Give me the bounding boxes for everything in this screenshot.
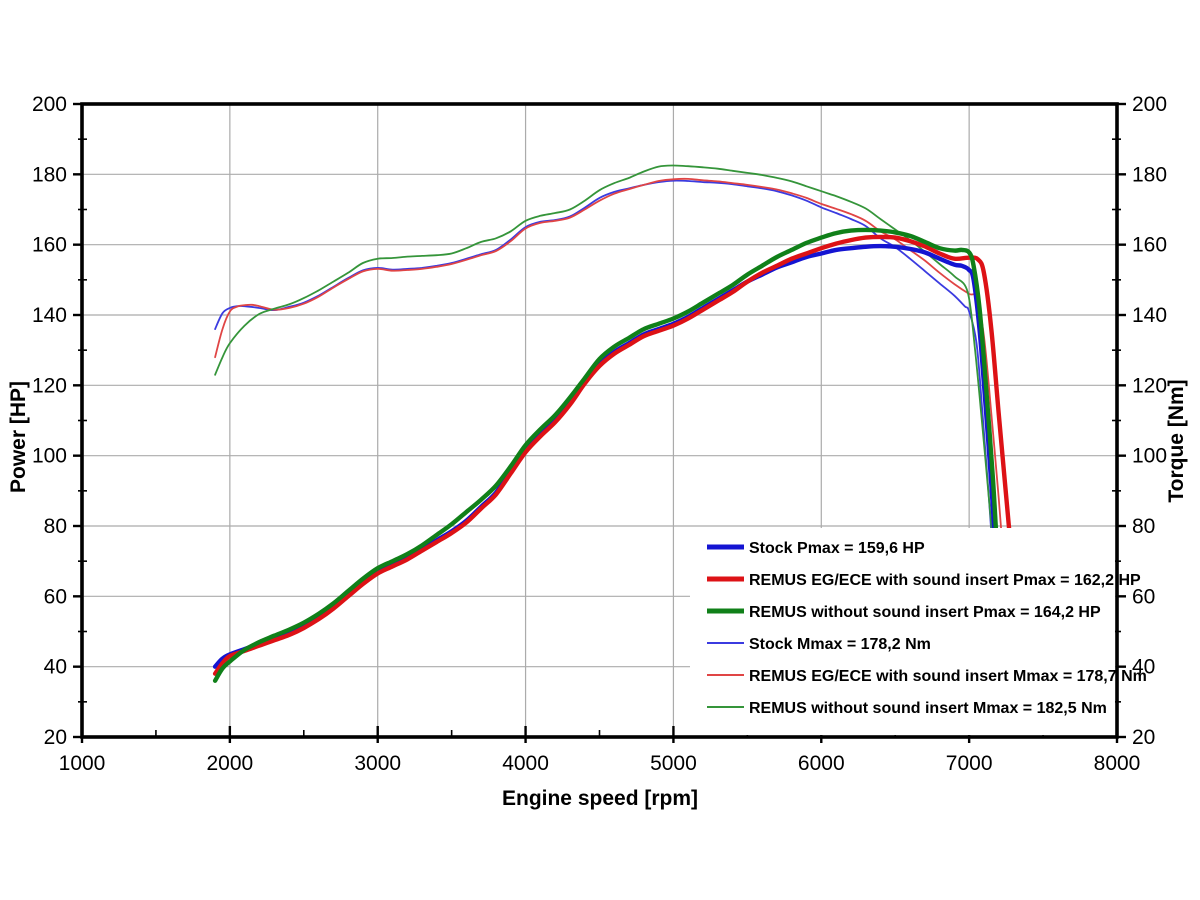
torque-tick-label: 20 [1132,726,1155,749]
legend-item: REMUS without sound insert Mmax = 182,5 … [707,700,1107,717]
power-tick-label: 180 [32,163,67,186]
curve-power-remus-sound-insert [212,234,1015,676]
curve-torque-remus-no-insert [214,164,995,555]
legend-item: REMUS EG/ECE with sound insert Mmax = 17… [707,668,1147,685]
torque-tick-label: 100 [1132,445,1167,468]
power-tick-label: 80 [44,515,67,538]
curve-power-remus-no-insert [212,227,1000,683]
x-tick-label: 2000 [206,752,253,775]
tick-labels: 1000 2000 3000 4000 5000 6000 7000 8000 20 20 40 40… [32,93,1167,775]
torque-tick-label: 120 [1132,374,1167,397]
legend-label: REMUS EG/ECE with sound insert Pmax = 16… [749,572,1141,589]
torque-tick-label: 80 [1132,515,1155,538]
gridlines [82,104,1117,737]
x-tick-label: 5000 [650,752,697,775]
curves [212,164,1015,683]
x-tick-label: 4000 [502,752,549,775]
legend-item: Stock Mmax = 178,2 Nm [707,636,931,653]
power-tick-label: 40 [44,656,67,679]
legend-background [690,528,1115,735]
power-tick-label: 140 [32,304,67,327]
x-tick-label: 7000 [946,752,993,775]
x-tick-label: 6000 [798,752,845,775]
torque-tick-label: 40 [1132,656,1155,679]
legend-label: Stock Pmax = 159,6 HP [749,540,925,557]
legend-item: Stock Pmax = 159,6 HP [707,540,925,557]
power-tick-label: 120 [32,374,67,397]
legend: Stock Pmax = 159,6 HP REMUS EG/ECE with s… [690,528,1147,735]
torque-tick-label: 180 [1132,163,1167,186]
power-tick-label: 160 [32,234,67,257]
torque-tick-label: 60 [1132,585,1155,608]
power-tick-label: 100 [32,445,67,468]
x-tick-label: 3000 [354,752,401,775]
power-tick-label: 20 [44,726,67,749]
power-tick-label: 60 [44,585,67,608]
legend-label: REMUS without sound insert Mmax = 182,5 … [749,700,1107,717]
torque-tick-label: 140 [1132,304,1167,327]
x-tick-label: 8000 [1094,752,1141,775]
x-axis-title: Engine speed [rpm] [502,787,698,810]
legend-label: Stock Mmax = 178,2 Nm [749,636,931,653]
torque-tick-label: 200 [1132,93,1167,116]
axis-ticks [73,102,1126,743]
right-axis-title: Torque [Nm] [1165,379,1188,502]
legend-label: REMUS EG/ECE with sound insert Mmax = 17… [749,668,1147,685]
torque-tick-label: 160 [1132,234,1167,257]
legend-label: REMUS without sound insert Pmax = 164,2 … [749,604,1101,621]
curve-torque-remus-sound-insert [214,177,1004,555]
x-tick-label: 1000 [59,752,106,775]
left-axis-title: Power [HP] [7,381,30,493]
legend-item: REMUS without sound insert Pmax = 164,2 … [707,604,1101,621]
power-tick-label: 200 [32,93,67,116]
legend-item: REMUS EG/ECE with sound insert Pmax = 16… [707,572,1141,589]
